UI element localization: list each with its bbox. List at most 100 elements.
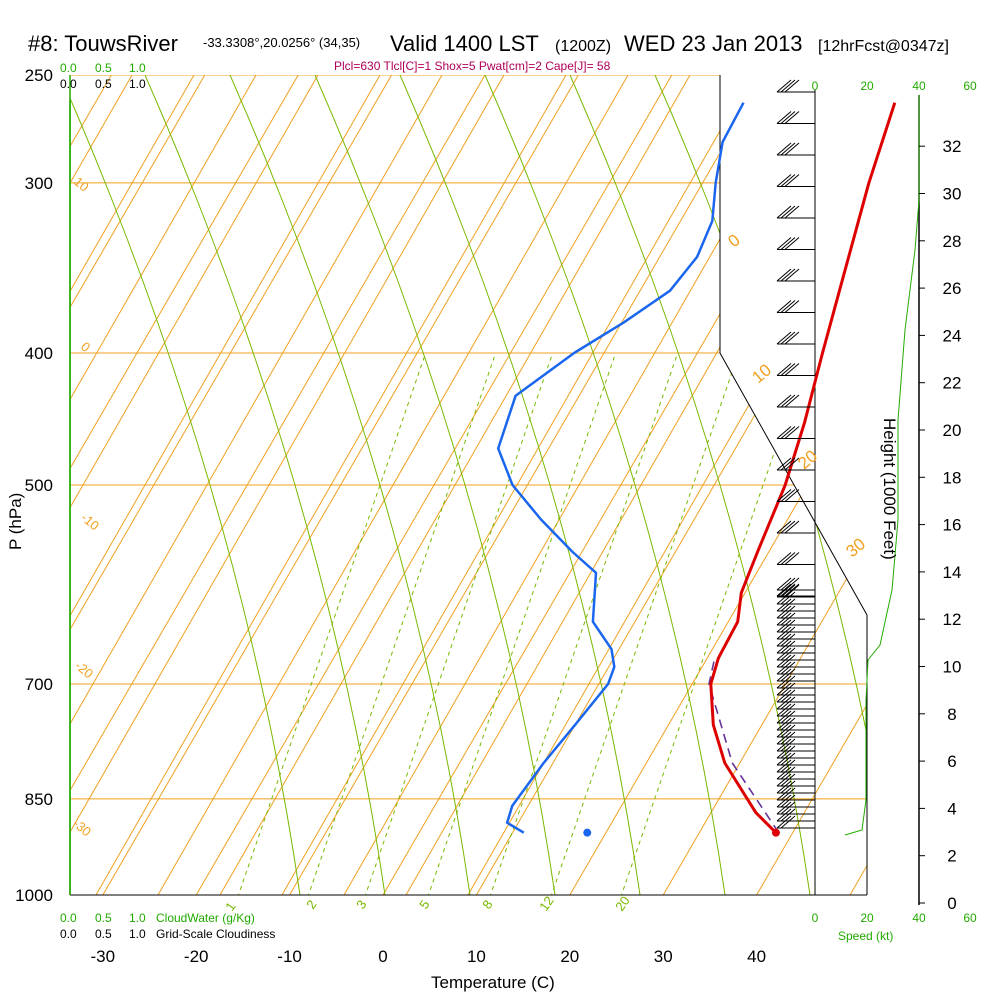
- pressure-tick-label: 300: [25, 174, 53, 193]
- y-axis-title: P (hPa): [6, 493, 25, 550]
- moist-adiabat-line: [229, 75, 471, 895]
- mixing-ratio-line: [547, 354, 739, 895]
- pressure-tick-label: 400: [25, 344, 53, 363]
- height-axis-title: Height (1000 Feet): [880, 418, 899, 560]
- mixing-ratio-line: [234, 354, 426, 895]
- wind-barb-feather: [776, 584, 792, 598]
- wind-barb-feather: [776, 738, 792, 752]
- wind-barb-feather: [776, 717, 792, 731]
- isotherm-line: [70, 75, 206, 895]
- isotherm-line: [70, 75, 299, 895]
- background-grid: [0, 75, 867, 895]
- height-tick-label: 2: [947, 847, 956, 866]
- wind-barb-feather: [780, 363, 796, 376]
- wind-barb-feather: [780, 766, 796, 780]
- cloudiness-tick-bottom: 0.5: [95, 927, 112, 941]
- isotherm-label: 10: [748, 360, 775, 387]
- surface-dewpoint-dot: [583, 828, 592, 837]
- isotherm-line: [70, 75, 486, 895]
- mixing-ratio-label: 8: [479, 897, 495, 912]
- speed-tick-bottom: 0: [812, 911, 819, 925]
- wind-barb-feather: [784, 363, 800, 376]
- wind-barb-feather: [776, 619, 792, 633]
- wind-barb-feather: [776, 626, 792, 640]
- wind-barb-feather: [780, 552, 796, 565]
- wind-barb-feather: [776, 111, 792, 124]
- cloudiness-tick-bottom: 0.0: [60, 927, 77, 941]
- dry-adiabat-line: [281, 75, 753, 895]
- wind-barb-feather: [776, 647, 792, 661]
- wind-barb-feather: [776, 300, 792, 313]
- wind-barb-feather: [780, 520, 796, 534]
- wind-barb-feather: [776, 612, 792, 626]
- mixing-ratio-line: [304, 354, 496, 895]
- wind-barb-feather: [776, 394, 792, 408]
- wind-barb-feather: [776, 675, 792, 689]
- wind-barb-feather: [780, 738, 796, 752]
- wind-barb-feather: [776, 773, 792, 787]
- title-bar: #8: TouwsRiver -33.3308°,20.0256° (34,35…: [28, 31, 949, 73]
- axes: -30 -20 -10 0 10 20 30 402503004005007008501000…: [15, 66, 961, 966]
- moist-adiabat-line: [484, 75, 726, 895]
- wind-barb-feather: [776, 654, 792, 668]
- wind-barb-feather: [780, 612, 796, 626]
- dry-adiabat-line: [70, 75, 257, 895]
- wind-barb-feather: [784, 142, 800, 156]
- wind-barb-feather: [780, 724, 796, 738]
- x-tick-label: -10: [277, 947, 302, 966]
- speed-tick-bottom: 40: [912, 911, 926, 925]
- moist-adiabat-line: [399, 75, 641, 895]
- isotherm-line: [102, 75, 579, 895]
- height-tick-label: 12: [943, 610, 962, 629]
- wind-barb-feather: [780, 787, 796, 801]
- height-tick-label: 20: [943, 421, 962, 440]
- cloudiness-label: Grid-Scale Cloudiness: [156, 927, 275, 941]
- x-tick-label: 20: [560, 947, 579, 966]
- wind-barb-feather: [776, 696, 792, 710]
- speed-scale-bottom: 0 20 40 60 Speed (kt): [812, 911, 977, 943]
- height-tick-label: 8: [947, 705, 956, 724]
- speed-tick-top: 40: [912, 79, 926, 93]
- height-tick-label: 16: [943, 516, 962, 535]
- pressure-tick-label: 500: [25, 476, 53, 495]
- wind-barb-feather: [776, 780, 792, 794]
- mixing-ratio-line: [617, 354, 809, 895]
- dry-adiabat-line: [0, 75, 8, 895]
- dewpoint-line: [496, 102, 745, 834]
- height-tick-label: 10: [943, 658, 962, 677]
- wind-barb-feather: [776, 682, 792, 696]
- wind-barb-feather: [780, 647, 796, 661]
- station-title: #8: TouwsRiver: [28, 31, 178, 56]
- wind-barb-feather: [780, 661, 796, 675]
- height-tick-label: 4: [947, 799, 956, 818]
- wind-barb-feather: [784, 300, 800, 313]
- mixing-ratio-label: 2: [303, 897, 319, 912]
- frame-extension: [719, 352, 868, 895]
- wind-barb-feather: [776, 205, 792, 219]
- wind-barb-feather: [784, 552, 800, 565]
- cloudiness-tick-bottom: 1.0: [129, 927, 146, 941]
- dry-adiabat-line: [70, 75, 505, 895]
- height-tick-label: 32: [943, 137, 962, 156]
- speed-label: Speed (kt): [838, 929, 893, 943]
- cloud-water-tick-top: 1.0: [129, 61, 146, 75]
- dry-adiabat-line: [70, 75, 195, 895]
- wind-barb-feather: [784, 489, 800, 502]
- wind-barb-feather: [776, 801, 792, 815]
- wind-barb-feather: [780, 331, 796, 345]
- mixing-ratio-label: 12: [536, 893, 557, 913]
- speed-tick-top: 20: [860, 79, 874, 93]
- wind-barb-feather: [776, 731, 792, 745]
- wind-barb-feather: [784, 174, 800, 187]
- cloud-water-tick-bottom: 0.0: [60, 911, 77, 925]
- wind-barb-feather: [776, 363, 792, 376]
- cloudiness-tick-top: 0.0: [60, 77, 77, 91]
- cloudiness-tick-top: 0.5: [95, 77, 112, 91]
- wind-barb-feather: [776, 808, 792, 822]
- wind-barb-feather: [780, 426, 796, 439]
- wind-barb-feather: [780, 689, 796, 703]
- wind-barb-feather: [776, 752, 792, 766]
- isotherm-line: [849, 75, 867, 895]
- isotherm-line: [70, 75, 393, 895]
- wind-barb-feather: [776, 457, 792, 471]
